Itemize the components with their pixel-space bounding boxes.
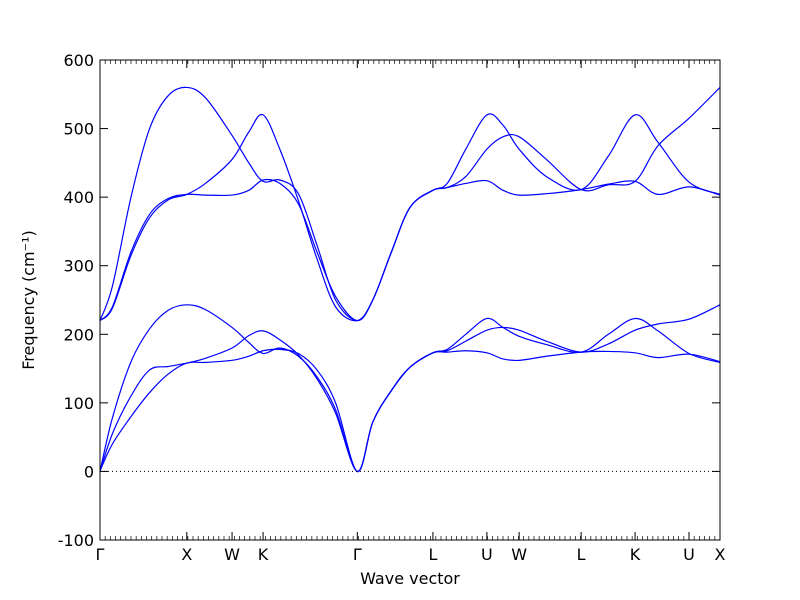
- x-tick-label: U: [481, 545, 493, 564]
- x-tick-label: W: [511, 545, 527, 564]
- y-tick-label: 600: [63, 51, 94, 70]
- x-axis-minor-ticks: [99, 60, 721, 540]
- y-axis-label: Frequency (cm⁻¹): [19, 230, 38, 369]
- x-tick-label: X: [181, 545, 192, 564]
- x-tick-label: L: [577, 545, 586, 564]
- series-line-6: [99, 86, 721, 322]
- x-tick-label: X: [715, 545, 726, 564]
- y-axis-ticks: -100 0 100 200 300 400 500 600: [58, 51, 720, 550]
- x-tick-label: Γ: [96, 545, 105, 564]
- y-tick-label: 100: [63, 394, 94, 413]
- x-tick-label: K: [630, 545, 641, 564]
- x-tick-label: W: [224, 545, 240, 564]
- y-tick-label: 500: [63, 120, 94, 139]
- y-tick-label: 300: [63, 257, 94, 276]
- x-tick-label: Γ: [353, 545, 362, 564]
- x-axis-label: Wave vector: [360, 569, 460, 588]
- x-tick-label: U: [683, 545, 695, 564]
- x-tick-label: L: [428, 545, 437, 564]
- y-tick-label: 400: [63, 188, 94, 207]
- y-tick-label: 0: [84, 462, 94, 481]
- x-tick-label: K: [258, 545, 269, 564]
- series-line-3: [99, 304, 721, 473]
- y-tick-label: -100: [58, 531, 94, 550]
- y-tick-label: 200: [63, 325, 94, 344]
- series-lines: [99, 86, 721, 473]
